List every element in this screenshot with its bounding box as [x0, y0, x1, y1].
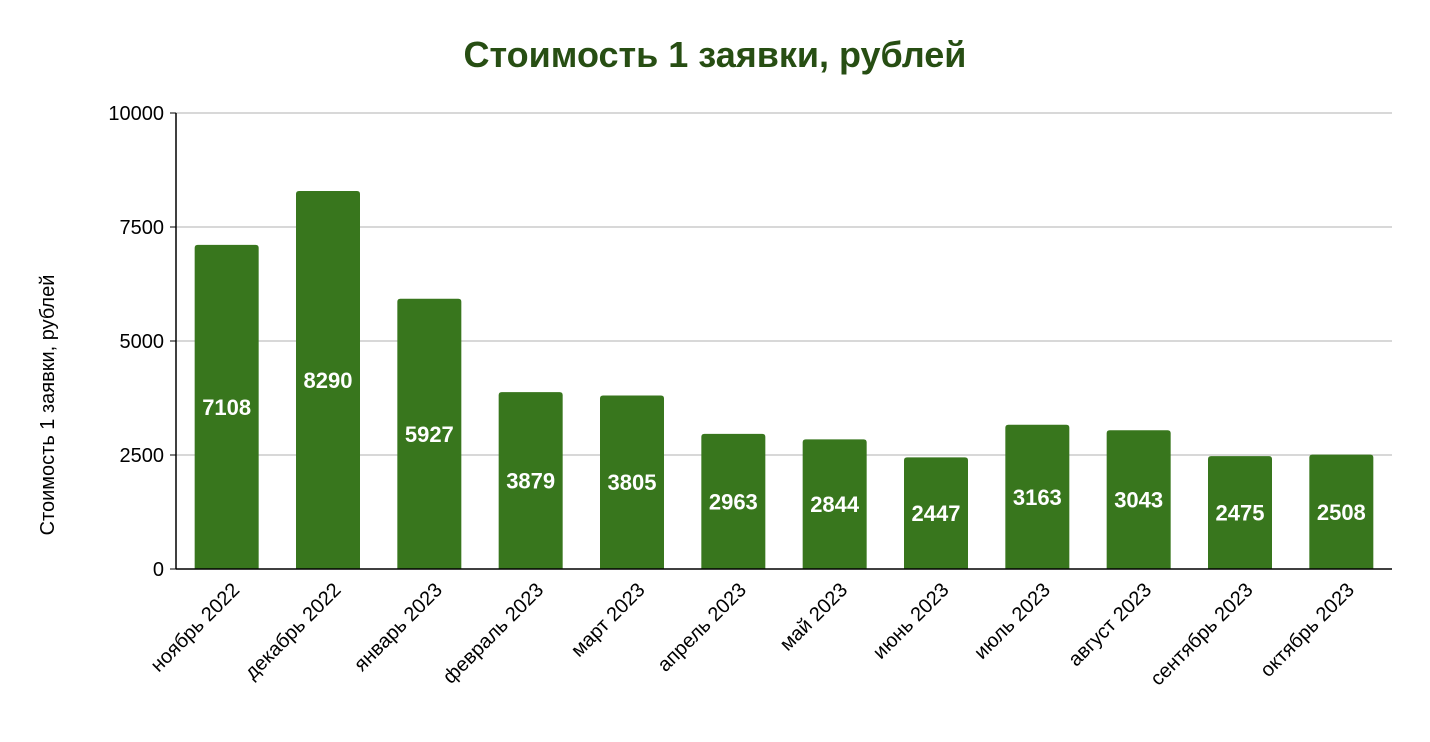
- data-label: 3805: [608, 470, 657, 495]
- x-tick-label: август 2023: [1064, 579, 1156, 671]
- x-tick-label: май 2023: [776, 579, 852, 655]
- grid-lines: [170, 112, 1392, 570]
- y-axis-title: Стоимость 1 заявки, рублей: [37, 275, 59, 536]
- bar: [397, 298, 462, 569]
- data-label: 8290: [304, 368, 353, 393]
- data-label: 5927: [405, 422, 454, 447]
- x-tick-label: март 2023: [567, 579, 650, 662]
- bar: [701, 433, 766, 569]
- bar: [1309, 454, 1374, 569]
- data-label: 2447: [912, 501, 961, 526]
- bar: [194, 244, 259, 570]
- data-labels: 7108 8290 5927 3879 3805 2963 2844 2447 3163 3043…: [202, 368, 1366, 526]
- y-tick-label: 10000: [108, 103, 164, 125]
- y-tick-label: 0: [153, 559, 164, 581]
- data-label: 2508: [1317, 500, 1366, 525]
- x-tick-label: июль 2023: [970, 579, 1055, 664]
- y-tick-label: 2500: [120, 445, 165, 467]
- data-label: 2844: [810, 492, 860, 517]
- chart-title: Стоимость 1 заявки, рублей: [463, 34, 967, 75]
- data-label: 2963: [709, 489, 758, 514]
- x-tick-label: апрель 2023: [654, 579, 751, 676]
- bar: [498, 392, 563, 569]
- y-tick-label: 5000: [120, 331, 165, 353]
- data-label: 3163: [1013, 485, 1062, 510]
- data-label: 7108: [202, 395, 251, 420]
- data-label: 3043: [1114, 488, 1163, 513]
- bar: [296, 190, 360, 569]
- bar: [1106, 430, 1171, 569]
- axes: [175, 113, 1392, 570]
- x-tick-label: октябрь 2023: [1256, 579, 1359, 682]
- data-label: 2475: [1216, 501, 1265, 526]
- data-label: 3879: [506, 469, 555, 494]
- bar: [904, 457, 968, 569]
- bars: [194, 190, 1374, 570]
- x-tick-label: сентябрь 2023: [1146, 579, 1257, 690]
- y-tick-label: 7500: [120, 217, 165, 239]
- bar: [1208, 456, 1272, 569]
- bar: [1005, 424, 1070, 569]
- x-tick-label: январь 2023: [350, 579, 447, 676]
- bar: [600, 395, 664, 569]
- x-tick-label: июнь 2023: [869, 579, 954, 664]
- x-tick-label: декабрь 2022: [241, 579, 346, 684]
- x-tick-label: ноябрь 2022: [147, 579, 245, 677]
- y-tick-labels: 0 2500 5000 7500 10000: [108, 103, 164, 581]
- x-tick-label: февраль 2023: [439, 579, 548, 688]
- bar: [802, 439, 867, 569]
